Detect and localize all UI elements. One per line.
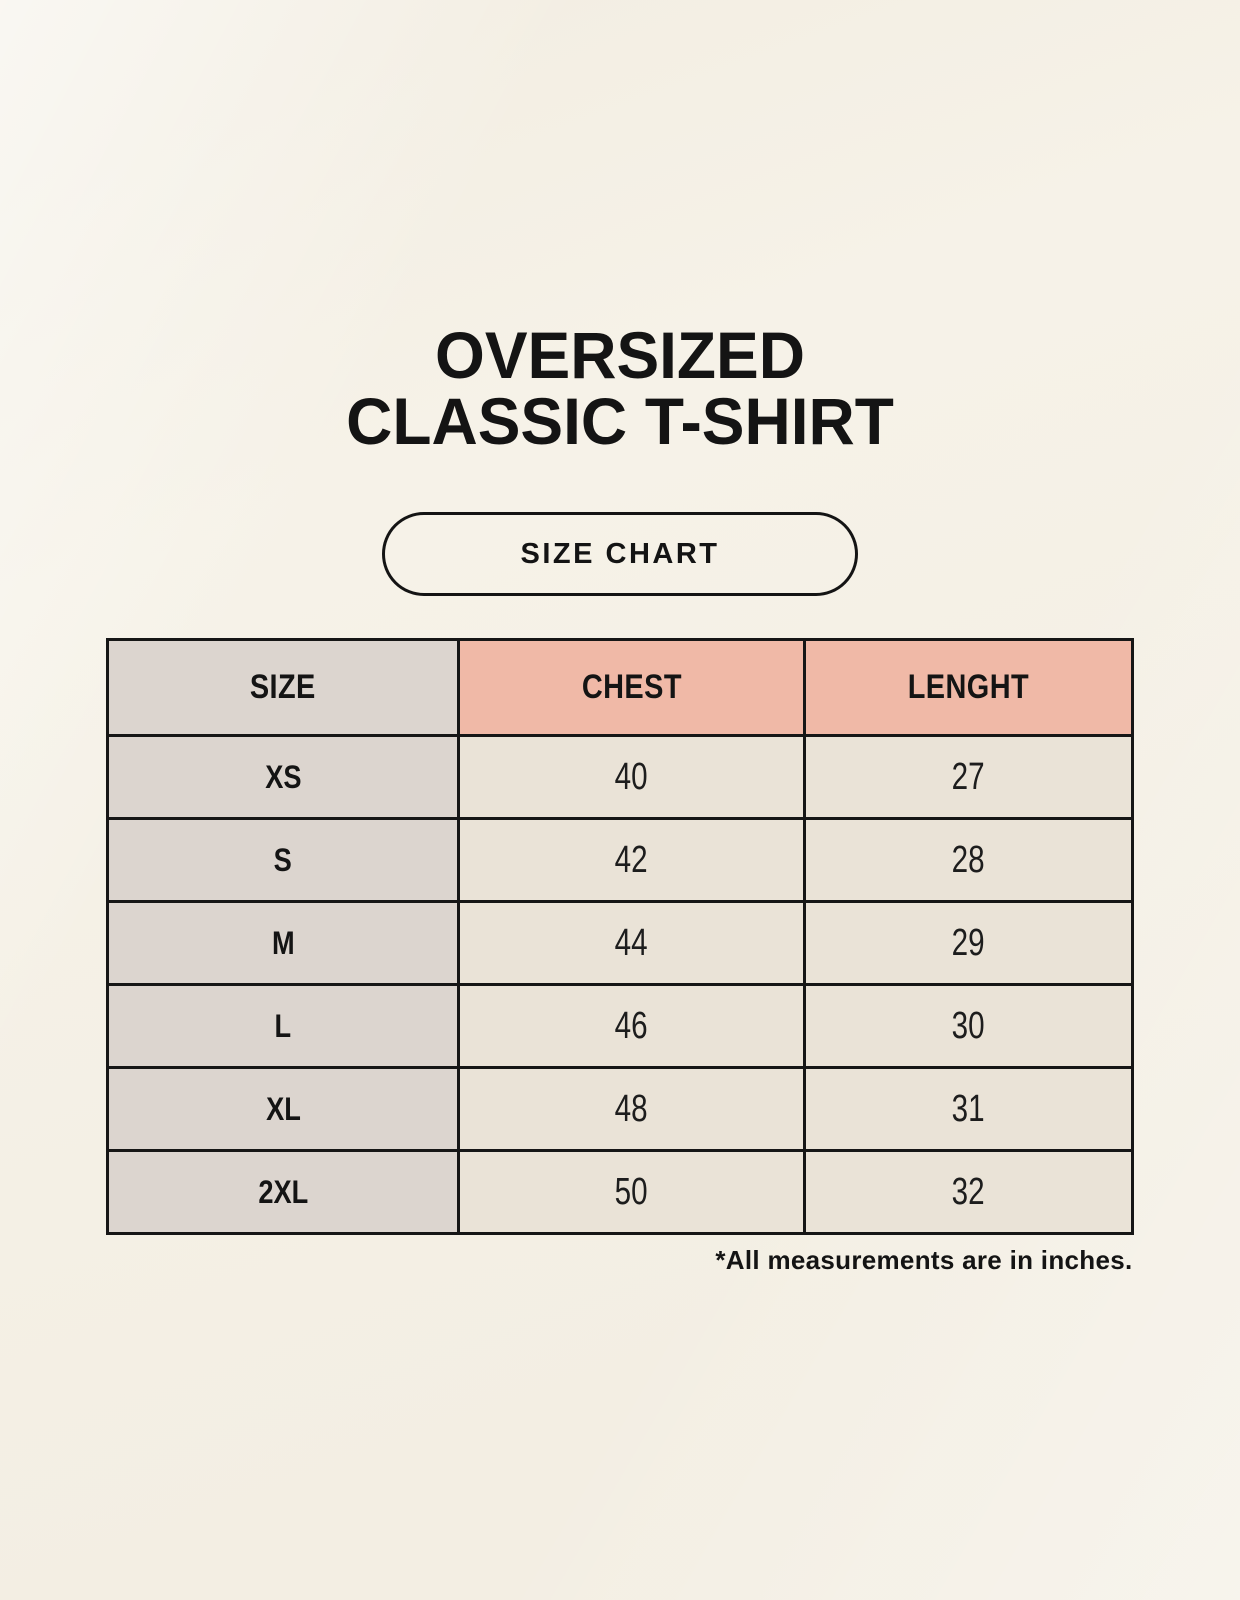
header-size: SIZE	[106, 638, 460, 737]
size-cell: XS	[106, 734, 460, 820]
length-cell: 29	[803, 900, 1134, 986]
table-row: M 44 29	[106, 900, 1134, 986]
header-chest: CHEST	[457, 638, 806, 737]
length-cell: 31	[803, 1066, 1134, 1152]
chest-cell: 46	[457, 983, 806, 1069]
size-chart-badge-label: SIZE CHART	[520, 537, 720, 570]
size-cell: 2XL	[106, 1149, 460, 1235]
header-length-label: LENGHT	[907, 668, 1030, 706]
table-row: XL 48 31	[106, 1066, 1134, 1152]
product-title: OVERSIZED CLASSIC T-SHIRT	[0, 0, 1240, 454]
size-cell: XL	[106, 1066, 460, 1152]
header-chest-label: CHEST	[581, 668, 682, 706]
table-row: 2XL 50 32	[106, 1149, 1134, 1235]
table-row: L 46 30	[106, 983, 1134, 1069]
header-length: LENGHT	[803, 638, 1134, 737]
size-cell: S	[106, 817, 460, 903]
product-title-line2: CLASSIC T-SHIRT	[346, 384, 894, 458]
size-table: SIZE CHEST LENGHT XS 40 27 S 42 28	[106, 638, 1134, 1235]
length-cell: 32	[803, 1149, 1134, 1235]
length-cell: 30	[803, 983, 1134, 1069]
length-cell: 28	[803, 817, 1134, 903]
length-cell: 27	[803, 734, 1134, 820]
table-header-row: SIZE CHEST LENGHT	[106, 638, 1134, 737]
chest-cell: 40	[457, 734, 806, 820]
size-cell: L	[106, 983, 460, 1069]
chest-cell: 48	[457, 1066, 806, 1152]
table-row: S 42 28	[106, 817, 1134, 903]
table-row: XS 40 27	[106, 734, 1134, 820]
measurements-footnote: *All measurements are in inches.	[715, 1245, 1133, 1275]
size-cell: M	[106, 900, 460, 986]
chest-cell: 50	[457, 1149, 806, 1235]
header-size-label: SIZE	[250, 668, 316, 706]
size-chart-badge[interactable]: SIZE CHART	[382, 512, 858, 596]
chest-cell: 44	[457, 900, 806, 986]
chest-cell: 42	[457, 817, 806, 903]
product-title-line1: OVERSIZED	[435, 318, 805, 392]
